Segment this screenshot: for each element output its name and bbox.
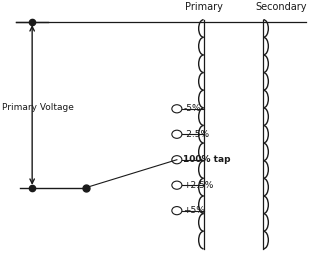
Text: +5%: +5% xyxy=(184,206,205,215)
Text: +2.5%: +2.5% xyxy=(184,181,214,190)
Text: -2.5%: -2.5% xyxy=(184,130,210,139)
Text: Primary: Primary xyxy=(185,2,222,12)
Text: 100% tap: 100% tap xyxy=(184,155,231,164)
Text: Primary Voltage: Primary Voltage xyxy=(2,103,74,112)
Text: -5%: -5% xyxy=(184,104,201,113)
Text: Secondary: Secondary xyxy=(255,2,307,12)
